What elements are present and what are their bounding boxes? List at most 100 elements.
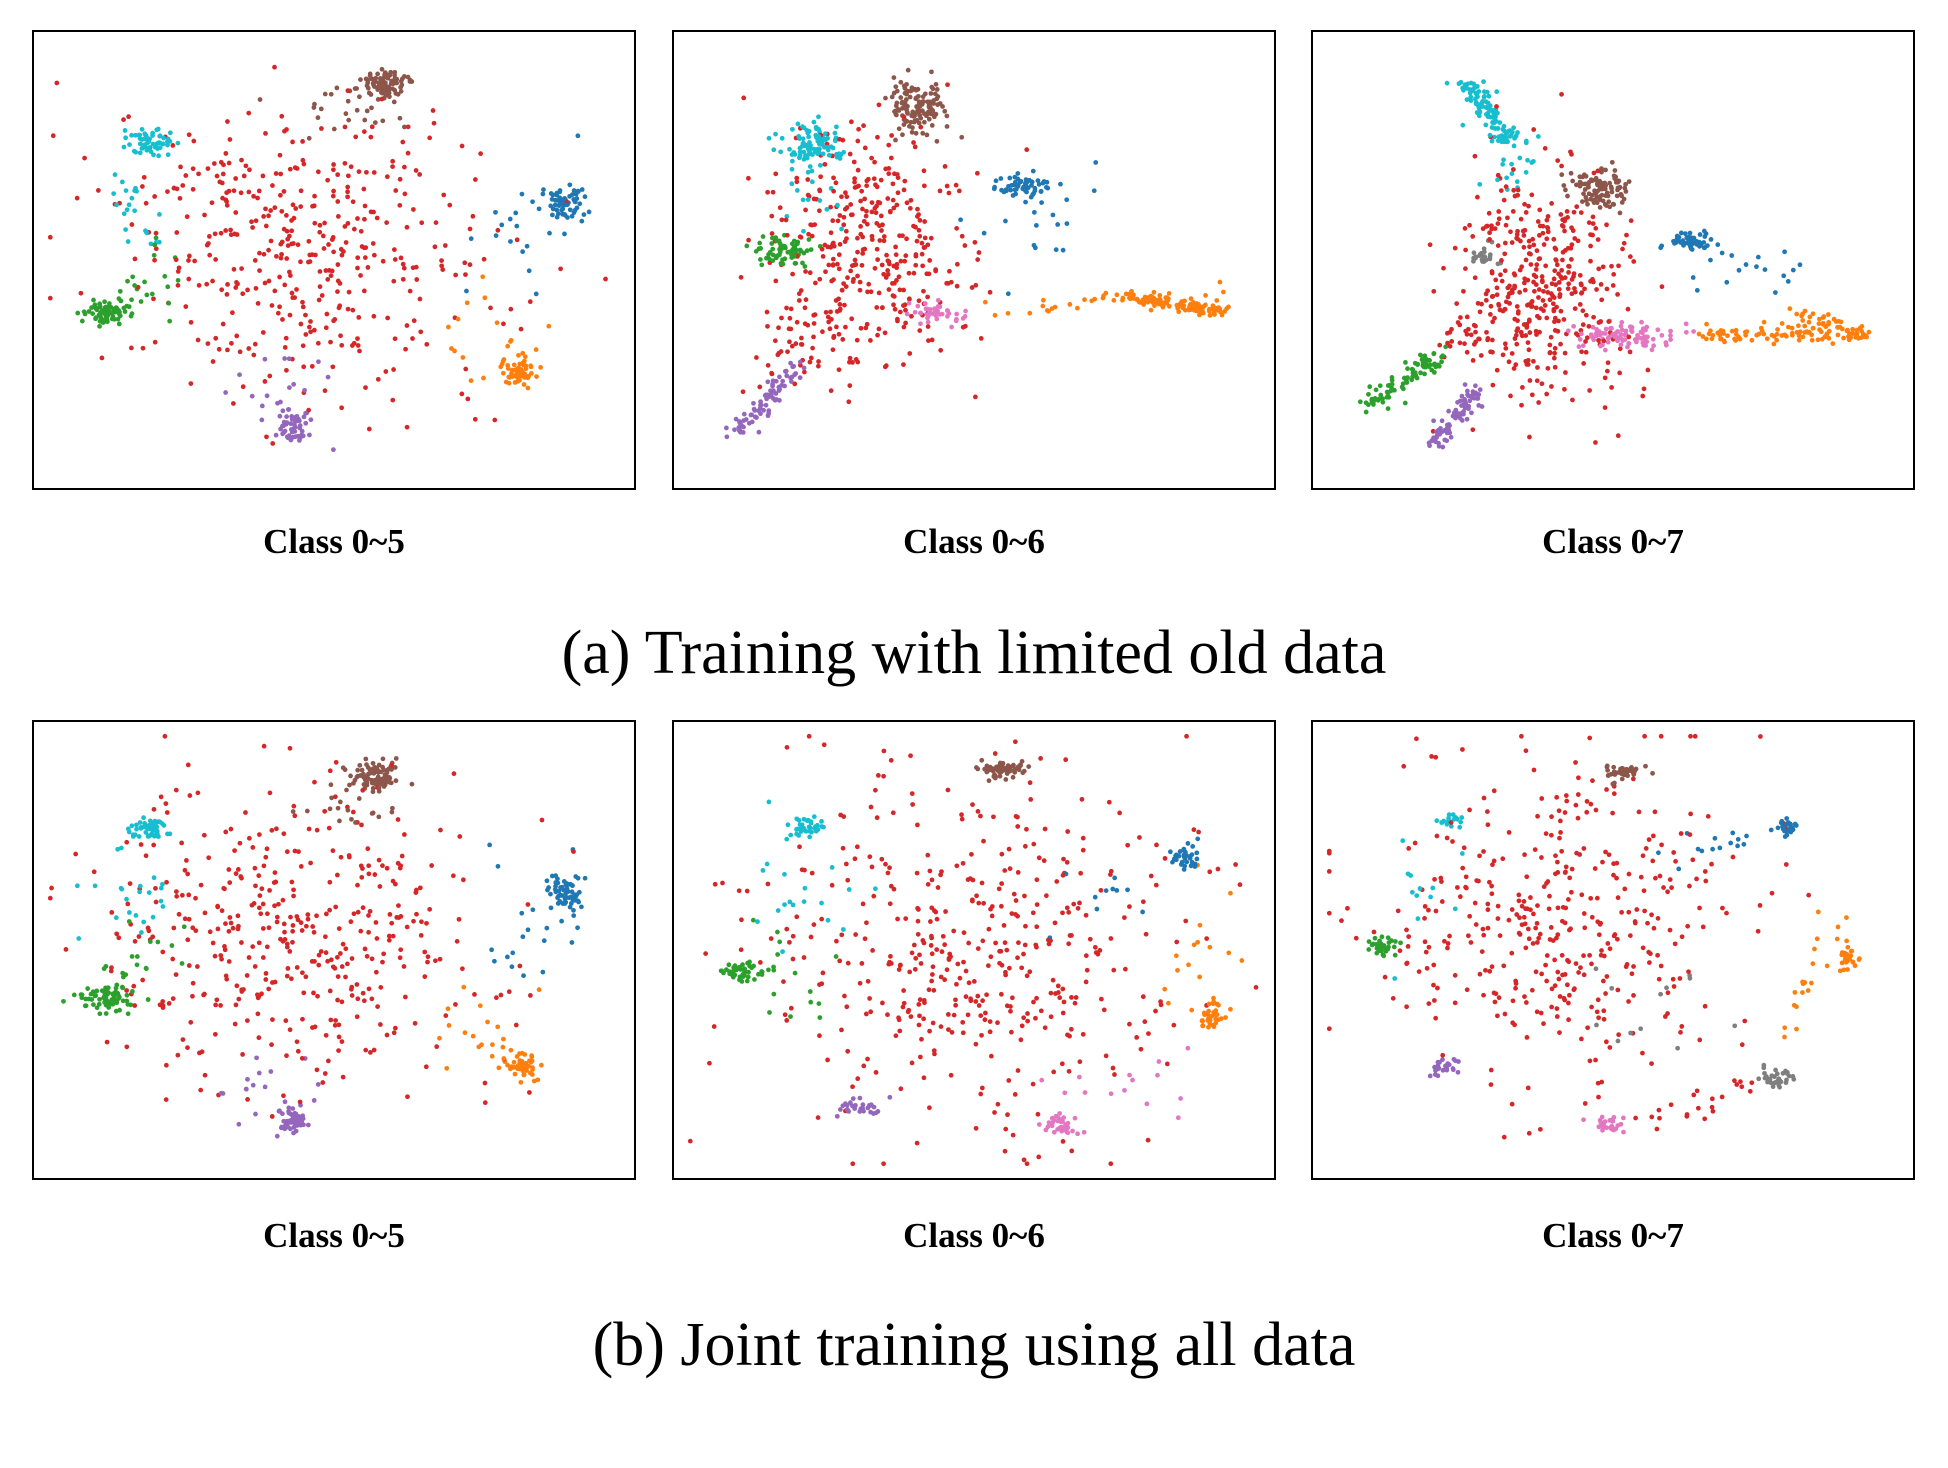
scatter-point xyxy=(294,1039,300,1045)
scatter-point xyxy=(389,762,394,768)
scatter-point xyxy=(1603,326,1609,332)
scatter-point xyxy=(226,867,232,872)
scatter-point xyxy=(823,269,828,275)
scatter-point xyxy=(1111,967,1117,973)
scatter-point xyxy=(1458,411,1464,416)
scatter-point xyxy=(375,376,381,382)
scatter-point xyxy=(411,207,416,212)
scatter-point xyxy=(1848,335,1854,340)
scatter-point xyxy=(900,132,905,138)
scatter-point xyxy=(282,128,287,134)
scatter-point xyxy=(758,246,764,251)
scatter-point xyxy=(280,408,286,414)
scatter-point xyxy=(1478,250,1484,256)
scatter-point xyxy=(1525,340,1531,345)
scatter-point xyxy=(286,1105,292,1111)
scatter-point xyxy=(929,123,935,128)
scatter-point xyxy=(175,269,181,274)
scatter-point xyxy=(1057,1111,1063,1116)
scatter-point xyxy=(1559,163,1564,169)
scatter-point xyxy=(1454,885,1460,890)
scatter-point xyxy=(335,289,340,295)
scatter-point xyxy=(364,108,370,114)
scatter-point xyxy=(1222,309,1227,314)
scatter-point xyxy=(389,920,395,926)
scatter-point xyxy=(909,950,915,956)
scatter-point xyxy=(1170,859,1175,865)
scatter-point xyxy=(981,230,987,236)
scatter-point xyxy=(287,1027,293,1033)
scatter-point xyxy=(165,831,170,837)
scatter-point xyxy=(290,923,296,928)
scatter-point xyxy=(289,218,294,223)
scatter-point xyxy=(826,319,832,325)
scatter-point xyxy=(1075,1131,1080,1137)
scatter-point xyxy=(306,135,312,141)
scatter-point xyxy=(343,946,349,952)
scatter-point xyxy=(797,149,803,155)
scatter-point xyxy=(260,173,266,179)
scatter-point xyxy=(345,807,351,813)
scatter-point xyxy=(327,907,333,913)
scatter-point xyxy=(1643,334,1649,340)
scatter-point xyxy=(1494,292,1500,298)
scatter-point xyxy=(821,742,827,748)
scatter-point xyxy=(835,218,841,224)
scatter-point xyxy=(137,132,143,138)
scatter-point xyxy=(945,308,951,314)
scatter-point xyxy=(1638,335,1644,341)
scatter-point xyxy=(733,416,739,422)
scatter-point xyxy=(230,925,236,931)
scatter-point xyxy=(1591,170,1597,176)
scatter-point xyxy=(325,277,331,282)
scatter-point xyxy=(1532,288,1537,294)
scatter-point xyxy=(554,192,560,198)
scatter-point xyxy=(299,928,305,933)
scatter-point xyxy=(860,206,865,212)
scatter-point xyxy=(89,305,95,310)
scatter-point xyxy=(864,920,869,926)
scatter-point xyxy=(71,992,77,998)
scatter-point xyxy=(149,831,154,837)
scatter-point xyxy=(847,151,853,157)
scatter-point xyxy=(893,108,898,114)
scatter-point xyxy=(291,1130,296,1136)
scatter-point xyxy=(262,379,268,384)
scatter-point xyxy=(286,407,292,412)
scatter-point xyxy=(1554,304,1559,310)
scatter-point xyxy=(157,212,162,217)
scatter-point xyxy=(1535,219,1541,224)
scatter-point xyxy=(945,82,950,88)
scatter-point xyxy=(514,223,520,229)
scatter-point xyxy=(319,293,325,298)
scatter-point xyxy=(906,300,912,306)
scatter-point xyxy=(1389,381,1395,387)
scatter-point xyxy=(376,785,382,791)
scatter-point xyxy=(342,224,348,229)
scatter-point xyxy=(292,165,298,170)
scatter-point xyxy=(501,1056,507,1061)
scatter-point xyxy=(801,955,807,960)
scatter-point xyxy=(266,986,272,992)
scatter-point xyxy=(1512,336,1518,341)
scatter-point xyxy=(1072,1000,1078,1006)
scatter-point xyxy=(1028,194,1034,200)
scatter-point xyxy=(1586,323,1592,329)
scatter-point xyxy=(1002,940,1008,946)
scatter-point xyxy=(834,938,839,944)
scatter-point xyxy=(1055,1118,1061,1124)
scatter-point xyxy=(850,1096,856,1101)
scatter-point xyxy=(50,133,56,139)
scatter-point xyxy=(457,834,463,839)
scatter-point xyxy=(202,212,207,218)
scatter-point xyxy=(1621,337,1626,343)
scatter-point xyxy=(320,233,326,239)
scatter-point xyxy=(853,1103,858,1108)
scatter-point xyxy=(404,323,410,328)
scatter-point xyxy=(963,308,968,314)
scatter-point xyxy=(215,903,221,909)
scatter-point xyxy=(1091,188,1097,194)
scatter-point xyxy=(887,865,892,871)
scatter-point xyxy=(871,176,877,182)
scatter-point xyxy=(901,988,906,993)
